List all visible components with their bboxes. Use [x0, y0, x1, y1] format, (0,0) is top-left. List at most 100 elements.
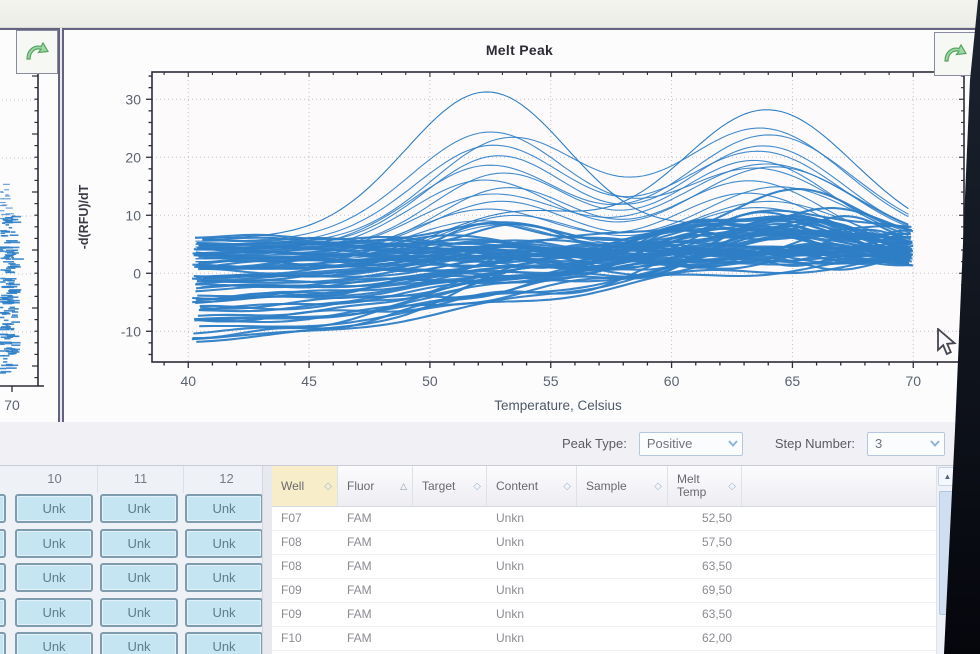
well-cell[interactable]: Unk	[15, 632, 93, 654]
column-header-melt-temp[interactable]: Melt Temp ◇	[668, 466, 742, 506]
cell-fluor: FAM	[347, 559, 372, 573]
sort-diamond-icon[interactable]: ◇	[728, 480, 736, 492]
well-cell[interactable]: Unk	[100, 632, 178, 654]
green-curved-arrow-icon	[944, 43, 967, 62]
table-row[interactable]: F09 FAM Unkn 69,50	[272, 578, 936, 603]
cell-target	[413, 506, 487, 530]
step-number-dropdown[interactable]: 3	[867, 431, 946, 456]
svg-text:10: 10	[125, 207, 141, 223]
green-curved-arrow-icon	[26, 41, 49, 60]
peak-type-dropdown[interactable]: Positive	[638, 431, 743, 456]
melt-peak-table: Well ◇ Fluor △ Target ◇ Content ◇ Sample ◇ Melt Tem…	[272, 466, 936, 654]
undo-zoom-button-main[interactable]	[934, 32, 975, 76]
peak-type-label: Peak Type:	[562, 436, 627, 451]
table-row[interactable]: F07 FAM Unkn 52,50	[272, 506, 936, 531]
column-header-filler	[742, 466, 936, 506]
left-chart-panel-partial: 70	[0, 28, 60, 424]
sort-diamond-icon[interactable]: ◇	[473, 480, 481, 492]
cell-fluor: FAM	[347, 631, 372, 645]
chevron-down-icon	[926, 433, 944, 455]
column-header-target[interactable]: Target ◇	[413, 466, 487, 506]
cell-melt-temp: 69,50	[701, 583, 732, 597]
table-row[interactable]: F09 FAM Unkn 63,50	[272, 602, 936, 627]
cell-sample	[577, 602, 668, 626]
cell-well: F09	[281, 607, 302, 621]
cell-well: F10	[281, 631, 302, 645]
column-header-label: Target	[422, 478, 456, 493]
well-cell[interactable]: Unk	[185, 528, 262, 558]
table-row[interactable]: F08 FAM Unkn 57,50	[272, 530, 936, 555]
sort-diamond-icon[interactable]: ◇	[324, 480, 332, 492]
svg-text:45: 45	[301, 373, 317, 389]
table-header-row: Well ◇ Fluor △ Target ◇ Content ◇ Sample ◇ Melt Tem…	[272, 466, 936, 507]
column-header-fluor[interactable]: Fluor △	[338, 466, 413, 506]
svg-text:60: 60	[664, 373, 680, 389]
plate-column-label-10[interactable]: 10	[12, 466, 98, 493]
svg-text:50: 50	[422, 373, 438, 389]
cell-well: F08	[281, 535, 302, 549]
cell-fluor: FAM	[347, 535, 372, 549]
cell-well: F09	[281, 583, 302, 597]
well-cell[interactable]: Unk	[15, 597, 93, 627]
cell-target	[413, 602, 487, 626]
bottom-pane: 10 11 12 Unk Unk Unk Unk Unk Unk Unk Unk Unk Unk Unk U…	[0, 466, 980, 654]
cell-target	[413, 554, 487, 578]
well-cell[interactable]: Unk	[185, 494, 262, 523]
table-row[interactable]: F10 FAM Unkn 62,00	[272, 626, 936, 651]
cell-target	[413, 626, 487, 650]
melt-peak-panel: Melt Peak 40 45 50 55 60 65 70 -10 0 10 20 30 Temper…	[62, 28, 977, 424]
scrollbar-up-button[interactable]: ▲	[938, 467, 957, 486]
sort-diamond-icon[interactable]: ◇	[654, 480, 662, 492]
scrollbar-thumb[interactable]	[939, 491, 956, 615]
mouse-cursor	[937, 328, 957, 356]
svg-text:-10: -10	[121, 323, 141, 339]
cell-content: Unkn	[496, 559, 525, 573]
window-top-strip	[0, 0, 980, 28]
svg-text:70: 70	[905, 373, 921, 389]
table-scrollbar[interactable]: ▲	[936, 466, 958, 654]
well-cell[interactable]: Unk	[100, 528, 178, 558]
cell-fluor: FAM	[347, 607, 372, 621]
column-header-content[interactable]: Content ◇	[487, 466, 577, 506]
sort-diamond-icon[interactable]: ◇	[563, 480, 571, 492]
sort-ascending-icon[interactable]: △	[400, 480, 407, 491]
well-cell[interactable]: Unk	[185, 563, 262, 592]
column-header-label: Sample	[586, 478, 627, 493]
undo-zoom-button[interactable]	[16, 30, 58, 74]
well-cell-partial[interactable]	[0, 632, 6, 654]
well-cell[interactable]: Unk	[100, 597, 178, 627]
chevron-down-icon	[724, 433, 742, 455]
well-cell[interactable]: Unk	[100, 494, 178, 523]
column-header-label: Fluor	[347, 478, 375, 493]
well-cell[interactable]: Unk	[100, 563, 178, 592]
column-header-label: Melt Temp	[677, 472, 707, 499]
cell-sample	[577, 626, 668, 650]
well-cell-partial[interactable]	[0, 494, 6, 523]
melt-peak-chart[interactable]: 40 45 50 55 60 65 70 -10 0 10 20 30 Temperature, Cel…	[64, 30, 971, 418]
well-cell[interactable]: Unk	[15, 528, 93, 558]
svg-text:40: 40	[180, 373, 196, 389]
step-number-label: Step Number:	[774, 436, 856, 451]
cell-content: Unkn	[496, 511, 525, 525]
cell-melt-temp: 62,00	[701, 631, 732, 645]
well-cell-partial[interactable]	[0, 597, 6, 627]
left-chart-fragment: 70	[0, 72, 44, 413]
cell-melt-temp: 52,50	[701, 511, 732, 525]
cell-sample	[577, 554, 668, 578]
well-cell[interactable]: Unk	[15, 494, 93, 523]
svg-text:-d(RFU)/dT: -d(RFU)/dT	[77, 184, 91, 249]
column-header-sample[interactable]: Sample ◇	[577, 466, 668, 506]
cell-content: Unkn	[496, 631, 525, 645]
cell-melt-temp: 63,50	[701, 607, 732, 621]
well-cell[interactable]: Unk	[185, 597, 262, 627]
cell-fluor: FAM	[347, 511, 372, 525]
well-cell[interactable]: Unk	[185, 632, 262, 654]
column-header-well[interactable]: Well ◇	[272, 466, 338, 506]
table-row[interactable]: F08 FAM Unkn 63,50	[272, 554, 936, 579]
well-cell-partial[interactable]	[0, 528, 6, 558]
cell-target	[413, 578, 487, 602]
plate-column-label-12[interactable]: 12	[184, 466, 262, 493]
well-cell-partial[interactable]	[0, 563, 6, 592]
plate-column-label-11[interactable]: 11	[98, 466, 184, 493]
well-cell[interactable]: Unk	[15, 563, 93, 592]
